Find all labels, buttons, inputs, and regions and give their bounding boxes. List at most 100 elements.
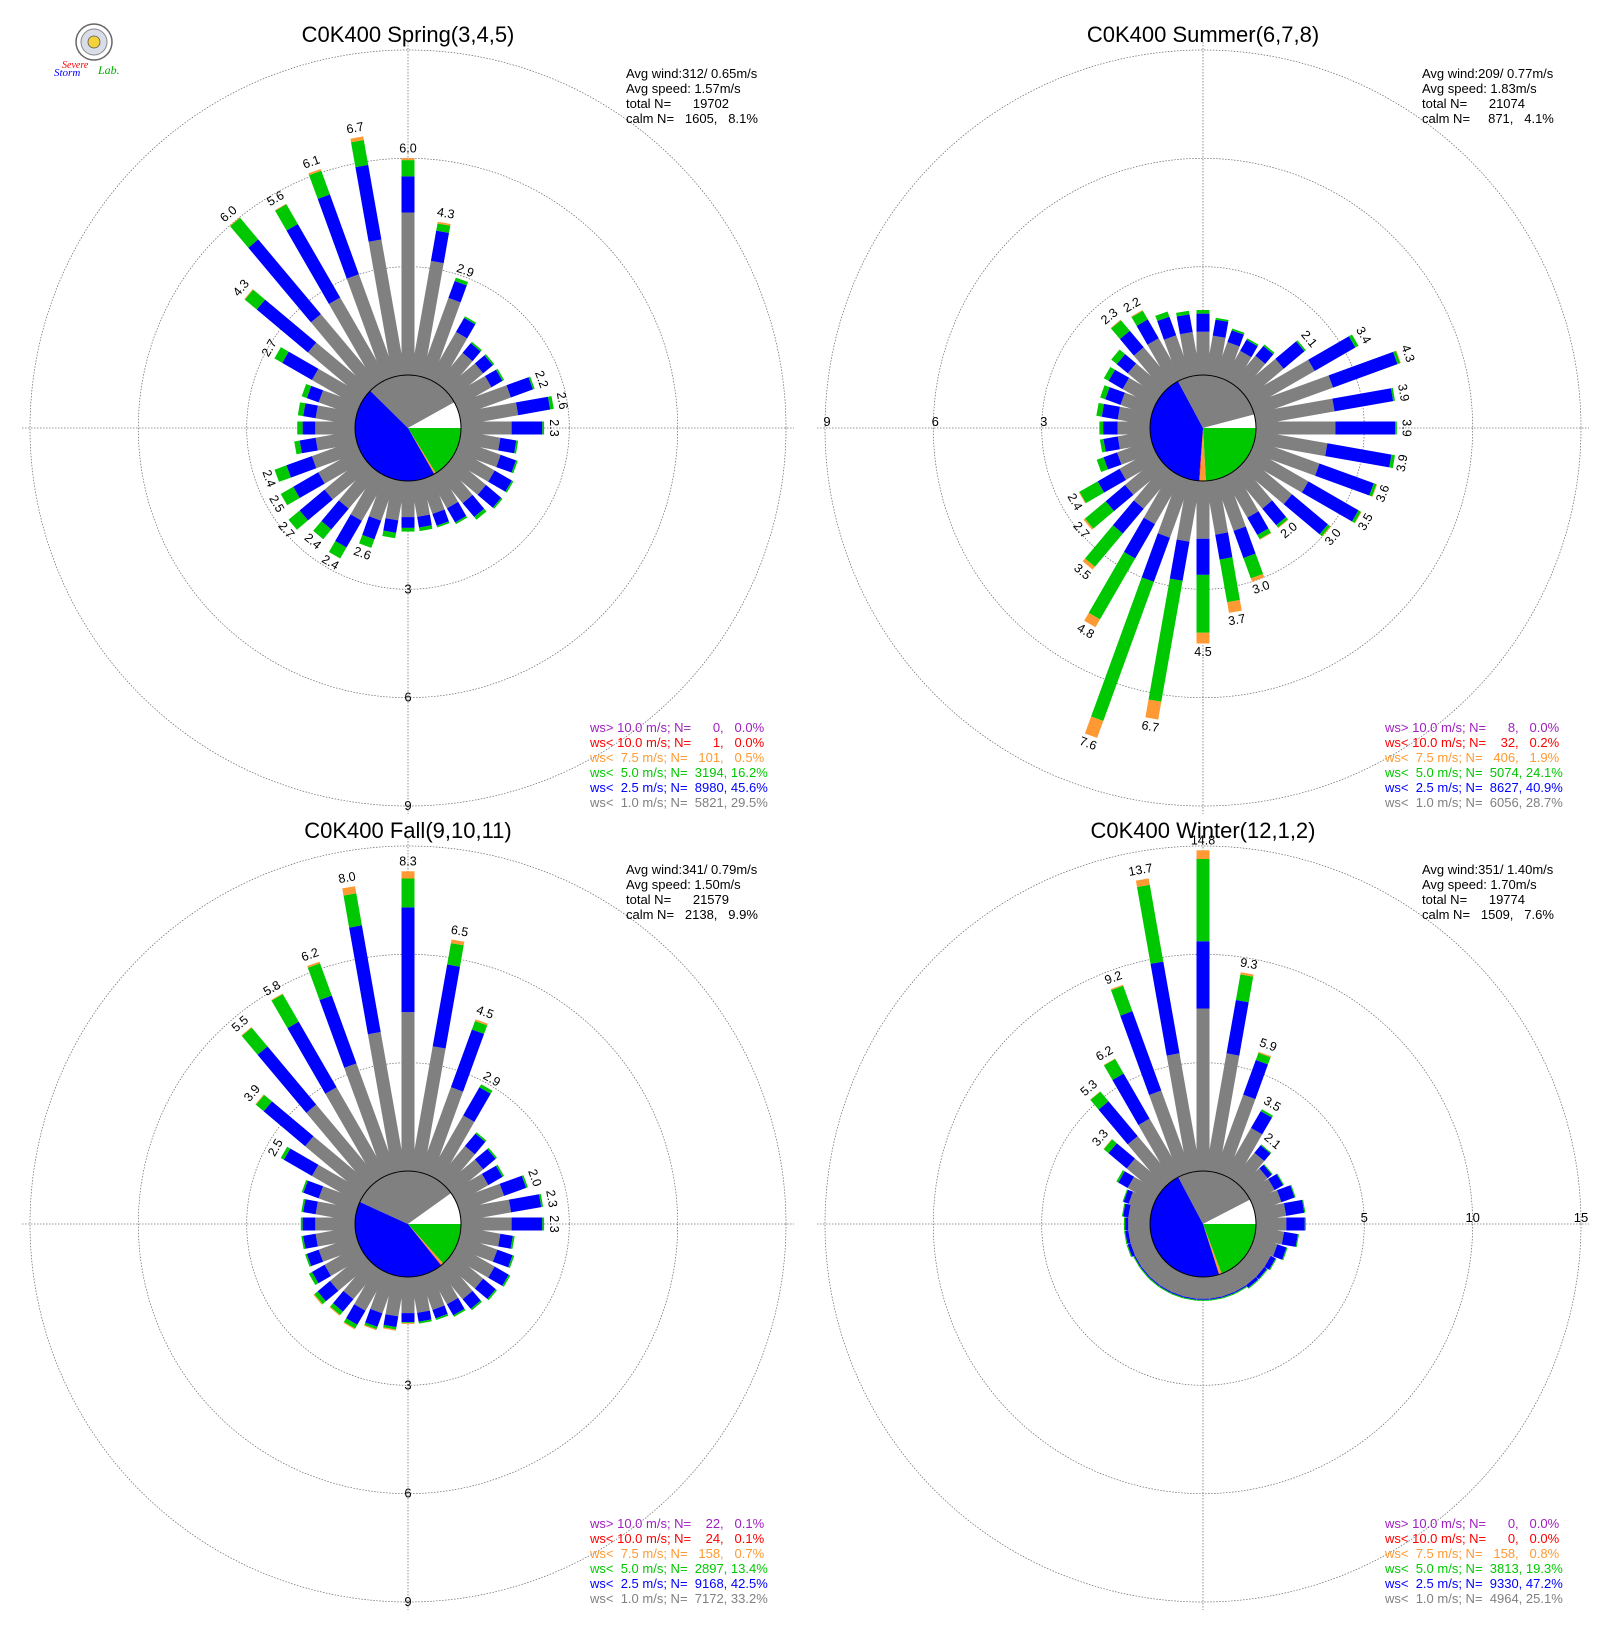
- pie-slice-lt10: [408, 1224, 442, 1266]
- bar-value-label: 4.5: [474, 1003, 495, 1022]
- wind-bar-segment: [474, 355, 493, 374]
- wind-bar-segment: [1103, 1139, 1113, 1150]
- wind-bar-segment: [280, 1146, 291, 1160]
- wind-bar-segment: [1235, 974, 1254, 1003]
- wind-bar-segment: [1150, 1260, 1174, 1286]
- wind-bar-segment: [401, 871, 415, 879]
- wind-bar-segment: [271, 994, 299, 1029]
- wind-bar-segment: [370, 1271, 396, 1314]
- wind-bar-segment: [1196, 1299, 1210, 1301]
- wind-bar-segment: [328, 541, 347, 559]
- wind-bar-segment: [346, 274, 396, 381]
- wind-bar-segment: [311, 1164, 366, 1204]
- wind-bar-segment: [1084, 716, 1104, 738]
- wind-bar-segment: [514, 440, 519, 454]
- wind-bar-segment: [1111, 320, 1130, 339]
- stats-line: total N= 19774: [1422, 892, 1525, 907]
- wind-bar-segment: [1264, 1255, 1276, 1270]
- wind-bar-segment: [401, 517, 415, 528]
- wind-bar-segment: [1275, 341, 1305, 369]
- wind-bar-segment: [1232, 464, 1273, 509]
- wind-bar-segment: [282, 351, 319, 380]
- ring-label: 3: [404, 581, 411, 596]
- wind-bar-segment: [308, 1272, 319, 1285]
- wind-bar-segment: [318, 448, 366, 484]
- wind-bar-segment: [401, 1313, 415, 1323]
- wind-bar-segment: [317, 194, 359, 279]
- wind-bar-segment: [306, 385, 324, 403]
- wind-bar-segment: [1131, 310, 1143, 318]
- wind-bar-segment: [1234, 1285, 1247, 1293]
- pie-slice-lt7_5: [408, 428, 436, 474]
- wind-bar-segment: [496, 1164, 505, 1177]
- wind-bar-segment: [1239, 1253, 1265, 1277]
- wind-bar-segment: [306, 1104, 379, 1188]
- wind-bar-segment: [455, 1183, 505, 1212]
- wind-bar-segment: [328, 297, 388, 386]
- wind-bar-segment: [1117, 430, 1152, 450]
- wind-bar-segment: [1117, 440, 1156, 465]
- stats-line: Avg speed: 1.57m/s: [626, 81, 741, 96]
- wind-bar-segment: [1143, 470, 1183, 525]
- wind-bar-segment: [244, 289, 266, 310]
- wind-bar-segment: [315, 421, 355, 435]
- wind-bar-segment: [1112, 1073, 1150, 1126]
- wind-bar-segment: [447, 943, 464, 967]
- wind-bar-segment: [300, 1217, 303, 1231]
- wind-bar-segment: [1239, 358, 1284, 399]
- wind-bar-segment: [288, 510, 308, 530]
- wind-bar-segment: [368, 239, 406, 377]
- wind-bar-segment: [1248, 1279, 1259, 1289]
- wind-bar-segment: [330, 1253, 372, 1291]
- wind-bar-segment: [1145, 699, 1162, 720]
- wind-bar-segment: [521, 1175, 528, 1188]
- wind-bar-segment: [1122, 377, 1161, 408]
- wind-bar-segment: [1255, 1052, 1271, 1065]
- legend-entry: ws< 10.0 m/s; N= 0, 0.0%: [1384, 1531, 1560, 1546]
- wind-bar-segment: [1232, 1152, 1265, 1188]
- wind-bar-segment: [1083, 518, 1094, 530]
- legend-entry: ws< 7.5 m/s; N= 158, 0.7%: [589, 1546, 765, 1561]
- wind-bar-segment: [287, 1021, 337, 1094]
- wind-bar-segment: [1247, 511, 1269, 535]
- wind-bar-segment: [1335, 421, 1395, 435]
- wind-bar-segment: [311, 368, 366, 408]
- pie-slice-gt10: [408, 1224, 442, 1266]
- wind-bar-segment: [1176, 310, 1190, 317]
- wind-bar-segment: [248, 239, 321, 323]
- bar-value-label: 6.1: [301, 152, 322, 171]
- wind-bar-segment: [286, 224, 341, 304]
- bar-value-label: 3.0: [1250, 578, 1271, 597]
- wind-bar-segment: [1124, 1231, 1128, 1245]
- wind-bar-segment: [318, 390, 361, 416]
- wind-bar-segment: [446, 1297, 465, 1316]
- wind-bar-segment: [385, 1275, 406, 1317]
- bar-value-label: 9.3: [1239, 955, 1259, 972]
- wind-bar-segment: [1245, 1178, 1275, 1204]
- ring-label: 6: [932, 414, 939, 429]
- wind-bar-segment: [351, 140, 369, 168]
- wind-bar-segment: [1239, 457, 1292, 505]
- wind-bar-segment: [1223, 470, 1259, 518]
- wind-bar-segment: [542, 421, 545, 435]
- wind-bar-segment: [463, 1087, 491, 1122]
- legend-entry: ws< 7.5 m/s; N= 406, 1.9%: [1384, 750, 1560, 765]
- wind-bar-segment: [343, 893, 362, 928]
- wind-bar-segment: [342, 886, 357, 896]
- wind-bar-segment: [420, 475, 445, 514]
- wind-bar-segment: [516, 396, 551, 416]
- stats-line: Avg speed: 1.50m/s: [626, 877, 741, 892]
- wind-bar-segment: [1389, 454, 1395, 469]
- severe-storm-lab-logo: Storm Severe Lab.: [52, 22, 142, 82]
- wind-bar-segment: [499, 1175, 527, 1196]
- wind-bar-segment: [1250, 1190, 1282, 1212]
- wind-bar-segment: [437, 352, 473, 392]
- wind-bar-segment: [319, 995, 357, 1068]
- wind-bar-segment: [275, 204, 298, 231]
- wind-bar-segment: [274, 347, 289, 363]
- wind-bar-segment: [459, 1226, 501, 1247]
- ring-circle: [824, 845, 1582, 1603]
- wind-bar-segment: [1304, 1217, 1306, 1231]
- wind-bar-segment: [1163, 335, 1191, 381]
- wind-bar-segment: [1110, 984, 1124, 991]
